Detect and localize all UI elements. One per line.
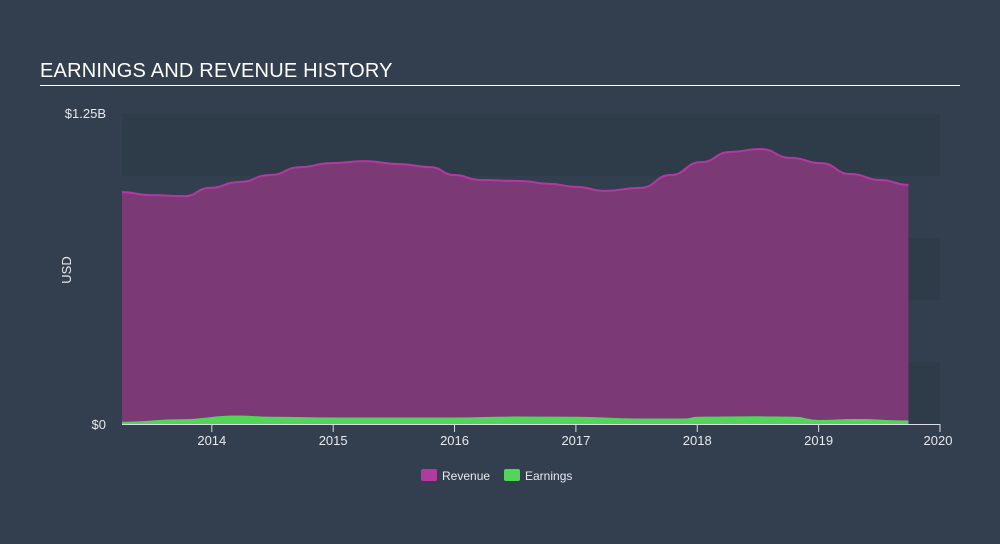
legend-label-earnings[interactable]: Earnings <box>525 469 572 483</box>
x-tick-label: 2019 <box>804 433 833 448</box>
x-tick-label: 2017 <box>561 433 590 448</box>
x-tick-label: 2016 <box>440 433 469 448</box>
x-tick-label: 2018 <box>683 433 712 448</box>
legend-label-revenue[interactable]: Revenue <box>442 469 490 483</box>
title-divider <box>40 85 960 86</box>
x-tick-label: 2014 <box>197 433 226 448</box>
revenue-area <box>122 148 909 424</box>
x-tick-label: 2020 <box>924 433 953 448</box>
revenue-line <box>121 147 909 198</box>
legend-swatch-earnings <box>504 469 520 481</box>
y-tick-max: $1.25B <box>65 106 106 121</box>
chart-title: EARNINGS AND REVENUE HISTORY <box>40 60 393 82</box>
y-axis-label: USD <box>59 256 74 283</box>
y-tick-zero: $0 <box>92 417 106 432</box>
earnings-line <box>121 415 909 424</box>
legend: Revenue Earnings <box>421 469 572 483</box>
x-tick-label: 2015 <box>319 433 348 448</box>
legend-swatch-revenue <box>421 469 437 481</box>
